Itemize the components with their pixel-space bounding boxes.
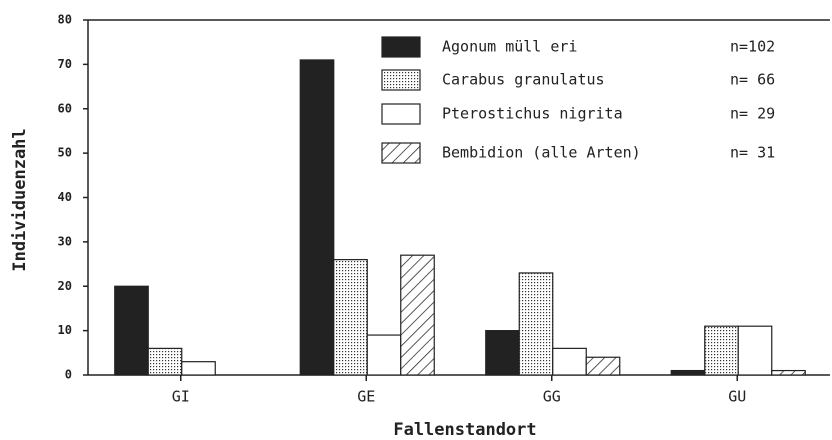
bar bbox=[585, 356, 621, 376]
legend-swatch bbox=[381, 103, 421, 125]
bar bbox=[400, 254, 435, 376]
y-axis-label: Individuenzahl bbox=[10, 128, 30, 271]
x-tick-label: GU bbox=[728, 388, 746, 406]
bar bbox=[771, 369, 806, 376]
legend-label: Agonum müll eri bbox=[442, 38, 577, 56]
y-tick-label: 0 bbox=[65, 368, 72, 382]
y-tick-label: 50 bbox=[58, 146, 72, 160]
y-tick-label: 80 bbox=[58, 13, 72, 27]
x-tick-label: GE bbox=[357, 388, 375, 406]
x-tick-label: GI bbox=[172, 388, 190, 406]
legend-count: n= 31 bbox=[730, 144, 775, 162]
bar bbox=[552, 347, 587, 376]
y-tick-label: 10 bbox=[58, 323, 72, 337]
y-tick-label: 20 bbox=[58, 279, 72, 293]
legend-count: n= 66 bbox=[730, 71, 775, 89]
legend-count: n= 29 bbox=[730, 105, 775, 123]
bar bbox=[366, 334, 402, 376]
legend-swatch bbox=[381, 69, 421, 91]
legend-swatch bbox=[381, 142, 421, 164]
legend-label: Carabus granulatus bbox=[442, 71, 605, 89]
y-tick-label: 60 bbox=[58, 101, 72, 115]
bar bbox=[670, 369, 706, 376]
bar bbox=[333, 259, 368, 376]
bar bbox=[704, 325, 739, 376]
y-tick-label: 30 bbox=[58, 234, 72, 248]
y-tick-label: 40 bbox=[58, 190, 72, 204]
bar bbox=[299, 59, 335, 376]
bar bbox=[181, 361, 216, 376]
legend-swatch bbox=[381, 36, 421, 58]
legend-label: Bembidion (alle Arten) bbox=[442, 144, 641, 162]
bar bbox=[147, 347, 183, 376]
bar bbox=[114, 285, 149, 376]
bar bbox=[518, 272, 554, 376]
bar bbox=[737, 325, 773, 376]
legend-label: Pterostichus nigrita bbox=[442, 105, 623, 123]
legend-count: n=102 bbox=[730, 38, 775, 56]
x-tick-label: GG bbox=[543, 388, 561, 406]
y-tick-label: 70 bbox=[58, 57, 72, 71]
bar bbox=[485, 330, 520, 376]
x-axis-label: Fallenstandort bbox=[393, 420, 536, 440]
